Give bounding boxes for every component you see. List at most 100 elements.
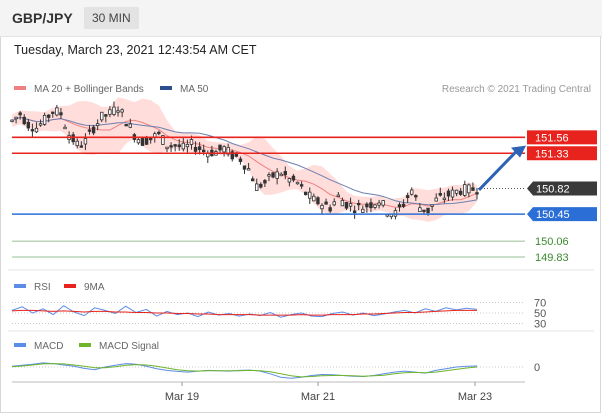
candle-body [250,178,255,182]
candle-body [316,197,320,205]
candle-body [71,134,75,143]
candle-body [312,195,316,202]
candle-body [373,204,377,208]
candle-body [467,184,471,194]
candle-body [181,142,186,150]
candle-body [148,137,153,141]
candle-body [161,135,165,145]
candle-body [271,172,275,178]
support-badge [527,207,597,222]
candle-body [75,140,79,147]
candle-body [95,123,100,127]
credit-label: Research © 2021 Trading Central [442,84,591,95]
forecast-arrowhead [511,145,526,158]
candle-body [144,137,149,145]
candle-body [177,144,181,148]
candle-body [193,146,198,152]
candle-body [463,184,467,196]
candle-body [450,189,455,198]
candle-body [365,203,369,208]
candle-body [242,165,247,170]
current-price-label: 150.82 [536,184,570,196]
support-label: 150.45 [536,209,570,221]
candle-body [128,123,132,128]
candle-body [157,131,161,135]
candle-body [414,195,418,198]
candle-body [475,192,479,195]
candle-body [320,204,324,210]
candle-body [59,112,63,116]
legend-swatch-ma20 [14,86,26,90]
candle-body [275,171,279,179]
candle-body [10,119,14,122]
candle-body [165,146,169,150]
timeframe-tab[interactable]: 30 MIN [84,7,139,29]
candle-body [291,175,296,181]
candle-body [79,145,84,148]
target-label: 149.83 [535,252,569,264]
candle-body [189,139,194,145]
indicator-line-9ma [11,309,477,316]
candle-body [263,180,267,184]
candle-body [51,111,55,114]
candle-body [418,207,422,212]
candle-body [377,202,381,206]
candle-body [38,123,43,126]
candle-body [116,110,120,113]
candle-body [63,126,67,130]
candle-body [332,201,336,206]
candle-body [405,195,410,198]
legend-swatch-ma50 [160,86,172,90]
legend-swatch-macd-signal [79,343,91,347]
candle-body [169,145,173,148]
candle-body [357,202,361,206]
candle-body [295,181,300,185]
candle-body [381,200,385,206]
candle-body [401,203,406,207]
candle-body [422,209,426,212]
candle-body [18,112,22,116]
indicator-tick-label: 0 [534,362,540,374]
resistance-label: 151.56 [535,132,569,144]
candle-body [120,109,124,113]
legend-swatch-macd [14,343,26,347]
candle-body [279,173,283,177]
candle-body [230,151,234,160]
symbol-label: GBP/JPY [12,10,73,26]
candle-body [246,168,251,171]
candle-body [397,204,402,208]
indicator-tick-label: 30 [534,318,546,330]
candle-body [108,109,112,115]
candle-body [303,191,308,196]
candle-body [100,111,104,121]
time-tick-label: Mar 21 [301,391,335,403]
timestamp: Tuesday, March 23, 2021 12:43:54 AM CET [14,43,257,57]
candle-body [91,126,96,134]
candle-body [255,183,259,191]
candle-body [328,207,332,212]
candle-body [22,116,26,125]
resistance-label: 151.33 [535,148,569,160]
candle-body [344,202,349,209]
legend-swatch-rsi [14,284,26,288]
candle-body [393,210,398,217]
time-axis-ticks: Mar 19 Mar 21 Mar 23 [165,382,492,403]
legend-label-rsi: RSI [34,282,51,293]
legend-label-macd: MACD [34,341,63,352]
current-price-badge [527,181,597,196]
indicator-line-macd-signal [11,363,478,378]
candle-body [42,114,47,125]
legend-label-macd-signal: MACD Signal [99,341,159,352]
candle-body [430,204,434,207]
candle-body [287,178,292,183]
candle-body [267,174,271,177]
candle-body [140,137,145,146]
bollinger-band [12,97,477,222]
candle-body [222,146,226,153]
candle-body [185,144,190,148]
candle-body [438,193,442,196]
candle-body [55,107,59,116]
candle-body [83,138,88,145]
